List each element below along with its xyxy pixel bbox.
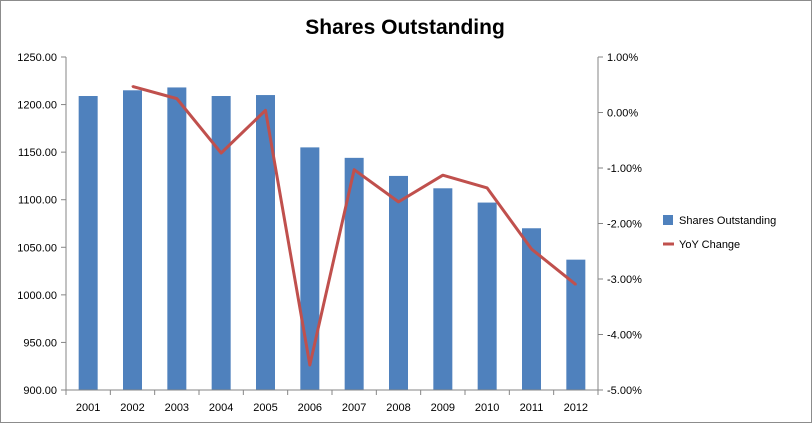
x-tick-label: 2009 <box>431 402 455 414</box>
bar <box>566 259 586 390</box>
bar <box>522 228 541 390</box>
right-tick-label: -4.00% <box>607 330 642 342</box>
x-tick-label: 2005 <box>253 402 277 414</box>
bar <box>256 95 275 391</box>
left-tick-label: 1050.00 <box>17 242 57 254</box>
bar <box>433 188 453 390</box>
line-point <box>486 186 489 189</box>
x-tick-label: 2012 <box>564 402 588 414</box>
x-tick-label: 2003 <box>165 402 189 414</box>
bar <box>211 96 231 390</box>
line-point <box>574 283 577 286</box>
bar <box>344 157 364 390</box>
legend-swatch-bar <box>663 215 673 225</box>
line-point <box>131 85 134 88</box>
right-tick-label: 1.00% <box>607 52 638 64</box>
x-tick-label: 2002 <box>120 402 144 414</box>
right-tick-label: -1.00% <box>607 163 642 175</box>
x-tick-label: 2011 <box>520 402 544 414</box>
x-tick-label: 2007 <box>342 402 366 414</box>
bar <box>477 202 497 390</box>
bar <box>123 90 142 391</box>
line-point <box>175 97 178 100</box>
left-tick-label: 1100.00 <box>18 195 57 207</box>
line-point <box>530 248 533 251</box>
left-axis-ticks: 900.00 950.00 1000.00 1050.00 1100.00 1150.00… <box>17 52 66 397</box>
line-series <box>131 84 577 367</box>
right-tick-label: -3.00% <box>607 274 642 286</box>
x-tick-label: 2010 <box>475 402 499 414</box>
x-tick-label: 2001 <box>76 402 100 414</box>
line-point <box>353 168 356 171</box>
x-tick-label: 2006 <box>298 402 322 414</box>
left-tick-label: 950.00 <box>23 337 57 349</box>
bar <box>389 175 408 390</box>
left-tick-label: 1250.00 <box>17 52 57 64</box>
right-tick-label: -5.00% <box>607 385 642 397</box>
left-tick-label: 900.00 <box>23 385 57 397</box>
x-tick-label: 2008 <box>386 402 410 414</box>
left-tick-label: 1200.00 <box>17 100 57 112</box>
bar-series <box>78 87 586 391</box>
line-point <box>397 200 400 203</box>
x-tick-label: 2004 <box>209 402 233 414</box>
right-axis-ticks: -5.00% -4.00% -3.00% -2.00% -1.00% 0.00% 1.00% <box>598 52 642 397</box>
line-point <box>308 364 311 367</box>
right-tick-label: -2.00% <box>607 219 642 231</box>
legend-label-yoy: YoY Change <box>679 239 740 251</box>
x-axis-ticks: 2001 2002 2003 2004 2005 2006 2007 2008 2009 2010… <box>65 390 599 414</box>
line-point <box>220 152 223 155</box>
bar <box>167 87 187 391</box>
chart-title: Shares Outstanding <box>305 16 505 39</box>
left-tick-label: 1150.00 <box>18 147 57 159</box>
line-point <box>441 174 444 177</box>
legend: Shares Outstanding YoY Change <box>663 215 776 251</box>
bar <box>78 96 98 390</box>
bar <box>300 147 320 390</box>
line-point <box>264 109 267 112</box>
legend-label-shares: Shares Outstanding <box>679 215 776 227</box>
left-tick-label: 1000.00 <box>17 290 57 302</box>
right-tick-label: 0.00% <box>607 108 638 120</box>
